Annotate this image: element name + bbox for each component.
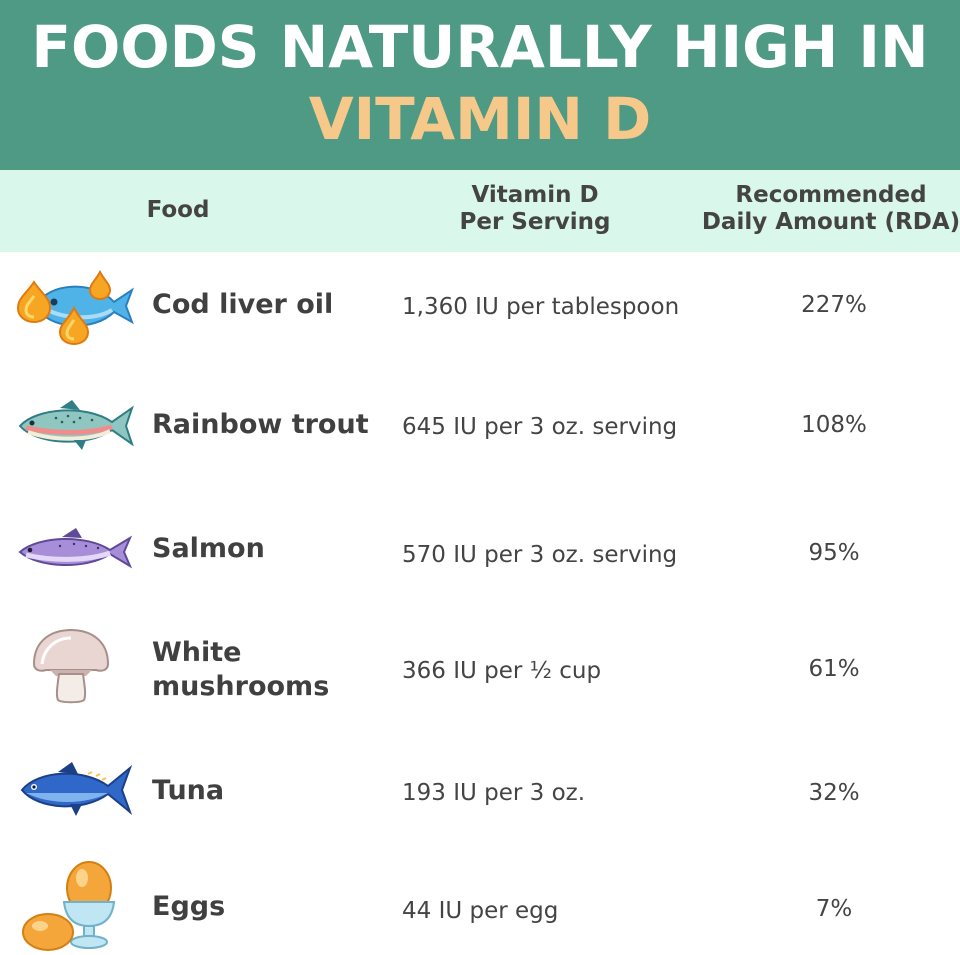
rda-percent: 227%: [801, 292, 867, 318]
food-name: White mushrooms: [152, 637, 330, 702]
table-row: Salmon 570 IU per 3 oz. serving 95%: [0, 520, 960, 590]
food-name: Salmon: [152, 533, 265, 564]
column-header-rda: Recommended Daily Amount (RDA): [701, 182, 960, 235]
food-name: Eggs: [152, 891, 226, 922]
table-row: Rainbow trout 645 IU per 3 oz. serving 1…: [0, 390, 960, 470]
vitamin-d-amount: 570 IU per 3 oz. serving: [402, 542, 678, 568]
rda-percent: 61%: [808, 656, 860, 682]
table-row: White mushrooms 366 IU per ½ cup 61%: [0, 626, 960, 716]
egg-in-cup-icon: [22, 861, 116, 951]
table-row: Cod liver oil 1,360 IU per tablespoon 22…: [0, 262, 960, 352]
title-line-2: VITAMIN D: [308, 85, 652, 153]
rainbow-trout-icon: [18, 400, 134, 450]
table-row: Eggs 44 IU per egg 7%: [0, 858, 960, 955]
rda-percent: 7%: [815, 896, 853, 922]
column-header-food: Food: [146, 197, 210, 223]
vitamin-d-amount: 645 IU per 3 oz. serving: [402, 414, 678, 440]
rda-percent: 108%: [801, 412, 867, 438]
rda-percent: 32%: [808, 780, 860, 806]
food-name: Cod liver oil: [152, 289, 334, 320]
food-name: Tuna: [152, 775, 225, 806]
salmon-icon: [18, 528, 133, 569]
table-row: Tuna 193 IU per 3 oz. 32%: [0, 756, 960, 832]
food-name: Rainbow trout: [152, 409, 369, 440]
vitamin-d-amount: 193 IU per 3 oz.: [402, 780, 586, 806]
fish-oil-drops-icon: [16, 269, 135, 346]
title-banner: FOODS NATURALLY HIGH IN VITAMIN D: [0, 0, 960, 170]
table-header: Food Vitamin D Per Serving Recommended D…: [0, 170, 960, 252]
title-line-1: FOODS NATURALLY HIGH IN: [31, 13, 929, 81]
column-header-vitamin-d: Vitamin D Per Serving: [459, 182, 611, 235]
mushroom-icon: [32, 628, 110, 704]
tuna-icon: [20, 762, 133, 816]
vitamin-d-amount: 1,360 IU per tablespoon: [402, 294, 680, 320]
vitamin-d-amount: 44 IU per egg: [402, 898, 559, 924]
rda-percent: 95%: [808, 540, 860, 566]
vitamin-d-amount: 366 IU per ½ cup: [402, 658, 602, 684]
